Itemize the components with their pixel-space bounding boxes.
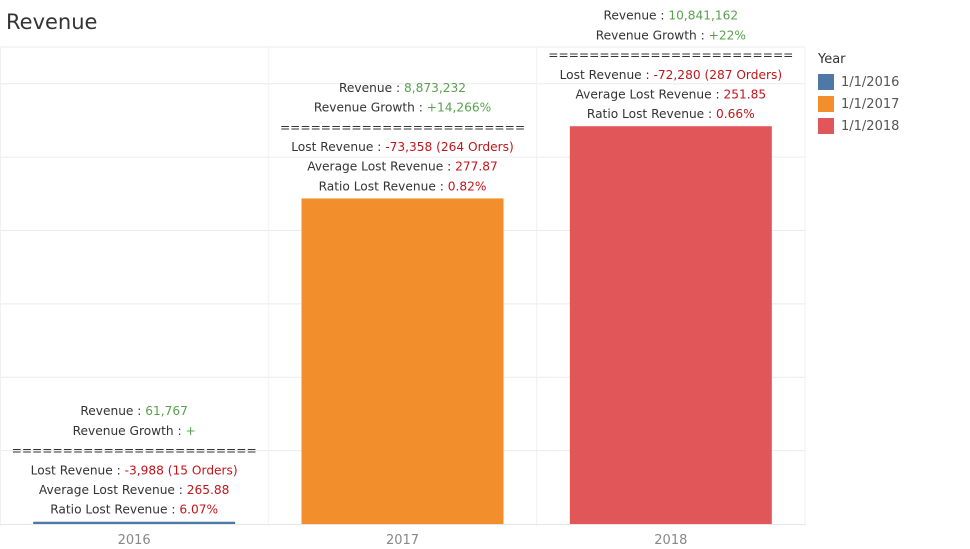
- data-label: ========================: [12, 444, 257, 458]
- data-label: Ratio Lost Revenue : 0.82%: [319, 179, 487, 193]
- legend-item-2018[interactable]: 1/1/2018: [818, 115, 899, 137]
- legend-label: 1/1/2016: [841, 74, 900, 90]
- data-label: Lost Revenue : -72,280 (287 Orders): [560, 68, 783, 82]
- legend: Year 1/1/2016 1/1/2017 1/1/2018: [818, 52, 899, 137]
- x-tick-label: 2016: [118, 533, 151, 548]
- data-label: Average Lost Revenue : 265.88: [39, 483, 230, 497]
- data-label: Ratio Lost Revenue : 0.66%: [587, 107, 755, 121]
- chart-title: Revenue: [6, 10, 98, 34]
- data-label: Revenue : 10,841,162: [603, 9, 738, 23]
- data-label: Revenue Growth : +14,266%: [314, 101, 491, 115]
- legend-label: 1/1/2017: [841, 96, 900, 112]
- legend-item-2016[interactable]: 1/1/2016: [818, 71, 899, 93]
- data-label: Revenue : 8,873,232: [339, 81, 466, 95]
- data-label: Average Lost Revenue : 251.85: [576, 88, 767, 102]
- legend-swatch: [818, 96, 834, 112]
- legend-swatch: [818, 74, 834, 90]
- data-label: Revenue Growth : +22%: [596, 28, 746, 42]
- data-label: ========================: [548, 48, 793, 62]
- x-tick-label: 2018: [654, 533, 687, 548]
- data-label: ========================: [280, 120, 525, 134]
- bar-2017: [301, 198, 504, 524]
- data-label: Revenue Growth : +: [73, 424, 196, 438]
- data-label: Revenue : 61,767: [80, 404, 188, 418]
- legend-swatch: [818, 118, 834, 134]
- data-label: Lost Revenue : -3,988 (15 Orders): [31, 463, 238, 477]
- bar-2018: [569, 126, 772, 525]
- legend-label: 1/1/2018: [841, 118, 900, 134]
- data-label: Lost Revenue : -73,358 (264 Orders): [291, 140, 514, 154]
- legend-title: Year: [818, 52, 846, 67]
- legend-item-2017[interactable]: 1/1/2017: [818, 93, 899, 115]
- bar-2016: [33, 521, 236, 524]
- data-label: Average Lost Revenue : 277.87: [307, 160, 498, 174]
- x-tick-label: 2017: [386, 533, 419, 548]
- data-label: Ratio Lost Revenue : 6.07%: [50, 503, 218, 517]
